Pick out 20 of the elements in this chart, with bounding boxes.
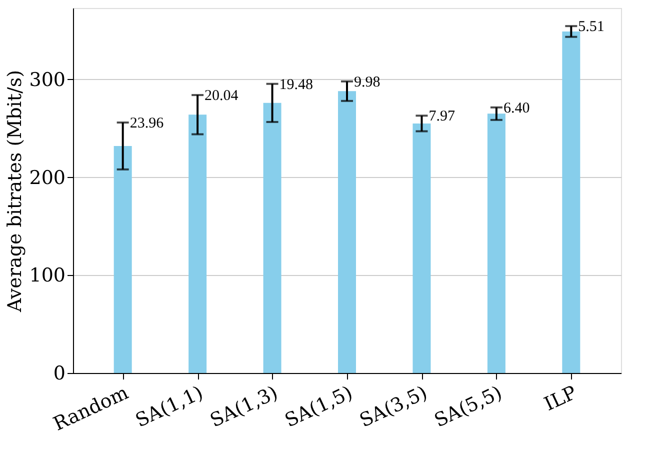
bar	[338, 91, 356, 373]
bar	[487, 114, 506, 373]
bar	[562, 31, 580, 373]
y-axis-title: Average bitrates (Mbit/s)	[4, 70, 26, 314]
bar	[412, 123, 431, 373]
bar	[114, 146, 132, 373]
bar	[188, 114, 207, 373]
annotation: 7.97	[428, 108, 456, 125]
y-tick-label: 300	[29, 68, 66, 91]
y-tick-label: 200	[29, 166, 66, 189]
x-tick-label: ILP	[540, 382, 580, 416]
annotation: 20.04	[204, 88, 239, 104]
y-tick-label: 0	[53, 362, 66, 384]
annotation: 19.48	[279, 76, 314, 93]
annotation: 6.40	[503, 100, 530, 116]
annotation: 23.96	[130, 116, 164, 132]
annotation: 5.51	[578, 19, 604, 36]
annotation: 9.98	[354, 74, 380, 90]
bar	[263, 102, 282, 373]
y-tick-label: 100	[29, 264, 66, 287]
